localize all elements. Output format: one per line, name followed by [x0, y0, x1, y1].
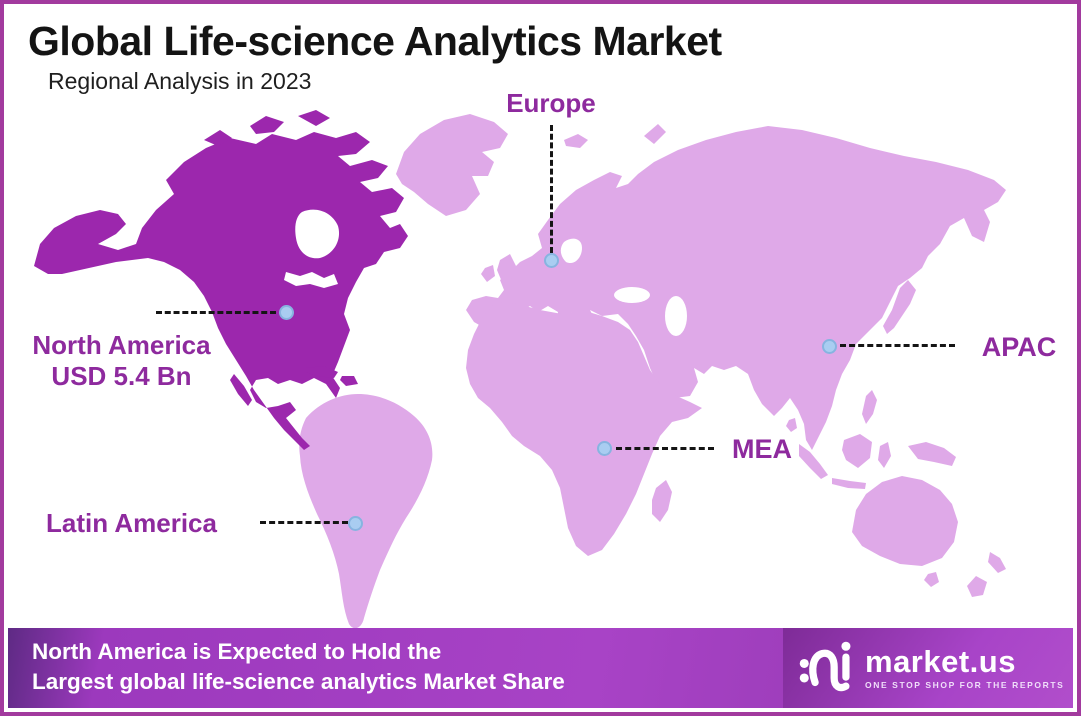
- location-marker-apac: [822, 339, 837, 354]
- region-name-north-america: North America: [32, 330, 211, 360]
- region-value-north-america: USD 5.4 Bn: [51, 361, 192, 391]
- arctic-island-shape: [298, 110, 330, 126]
- region-label-north-america: North America USD 5.4 Bn: [14, 330, 229, 392]
- location-marker-north-america: [279, 305, 294, 320]
- africa-shape: [466, 302, 702, 556]
- novaya-zemlya-shape: [644, 124, 666, 144]
- arctic-island-shape: [250, 116, 284, 134]
- world-map: [34, 110, 1006, 629]
- australia-shape: [852, 476, 958, 566]
- sulawesi-shape: [878, 442, 891, 468]
- eurasia-shape: [466, 126, 1006, 450]
- new-zealand-south-shape: [967, 576, 987, 597]
- hudson-bay-shape: [295, 209, 340, 259]
- greenland-shape: [396, 114, 508, 216]
- madagascar-shape: [652, 480, 672, 522]
- svalbard-shape: [564, 134, 588, 148]
- caspian-sea-shape: [665, 296, 687, 336]
- location-marker-latin-america: [348, 516, 363, 531]
- footer-banner: North America is Expected to Hold the La…: [8, 628, 1073, 708]
- location-marker-mea: [597, 441, 612, 456]
- borneo-shape: [842, 434, 872, 468]
- baja-california-shape: [230, 374, 252, 406]
- new-zealand-north-shape: [988, 552, 1006, 573]
- cuba-shape: [306, 366, 338, 378]
- tasmania-shape: [924, 572, 939, 587]
- brand-panel: market.us ONE STOP SHOP FOR THE REPORTS: [783, 628, 1073, 708]
- new-guinea-shape: [908, 442, 956, 466]
- location-marker-europe: [544, 253, 559, 268]
- leader-line-europe: [550, 125, 553, 253]
- japan-shape: [883, 280, 916, 334]
- uk-shape: [497, 254, 516, 282]
- hispaniola-shape: [340, 376, 358, 386]
- leader-line-north-america: [156, 311, 276, 314]
- brand-name: market.us: [865, 644, 1016, 679]
- sumatra-shape: [799, 444, 828, 479]
- brand-words: market.us ONE STOP SHOP FOR THE REPORTS: [865, 644, 1065, 691]
- ireland-shape: [481, 265, 495, 282]
- leader-line-apac: [840, 344, 955, 347]
- page-subtitle: Regional Analysis in 2023: [48, 68, 312, 94]
- region-label-mea: MEA: [732, 434, 792, 464]
- footer-headline-line2: Largest global life-science analytics Ma…: [32, 669, 565, 694]
- leader-line-latin-america: [260, 521, 348, 524]
- region-label-latin-america: Latin America: [46, 508, 217, 538]
- footer-headline: North America is Expected to Hold the La…: [32, 637, 565, 697]
- marketus-logo-icon: [799, 641, 851, 692]
- south-america-shape: [299, 394, 433, 629]
- iceland-shape: [452, 188, 476, 204]
- page-title: Global Life-science Analytics Market: [28, 18, 722, 64]
- sri-lanka-shape: [786, 418, 797, 432]
- great-lakes-shape: [284, 272, 338, 288]
- arctic-island-shape: [204, 130, 232, 146]
- region-label-europe: Europe: [506, 88, 596, 118]
- philippines-shape: [862, 390, 877, 424]
- footer-headline-line1: North America is Expected to Hold the: [32, 639, 442, 664]
- baltic-sea-shape: [560, 238, 582, 264]
- region-label-apac: APAC: [981, 332, 1057, 362]
- java-shape: [832, 478, 866, 489]
- leader-line-mea: [616, 447, 714, 450]
- black-sea-shape: [614, 287, 650, 303]
- brand-tagline: ONE STOP SHOP FOR THE REPORTS: [865, 680, 1065, 690]
